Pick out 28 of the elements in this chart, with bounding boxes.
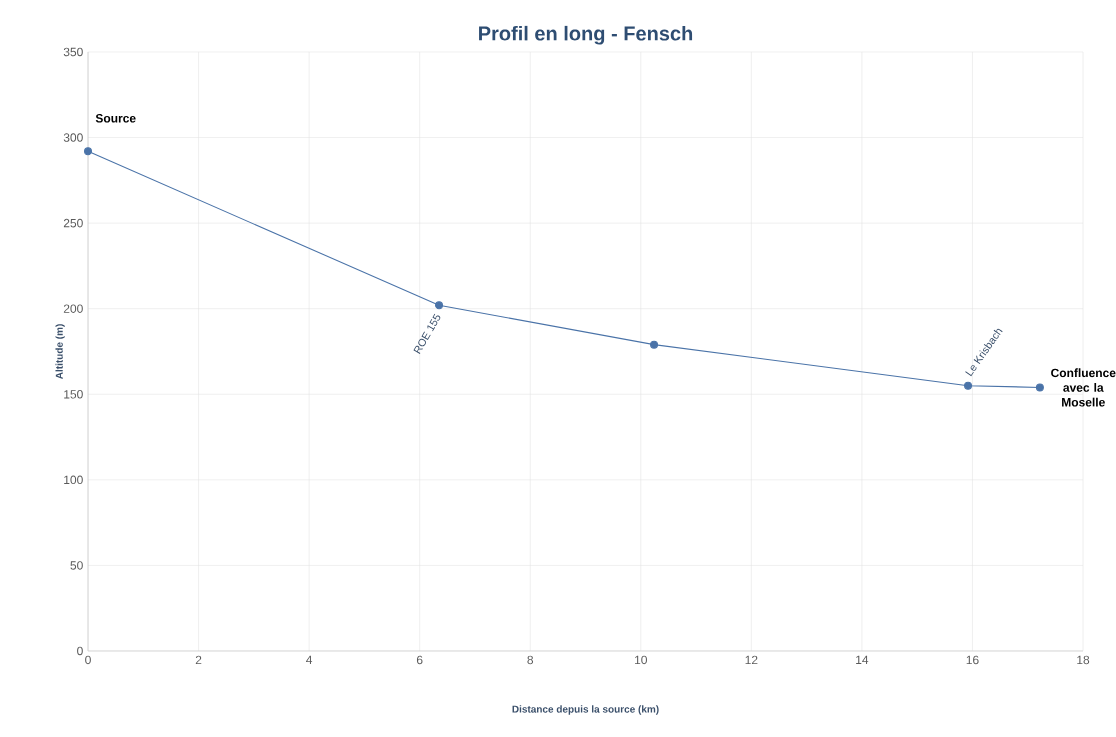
y-tick-label: 150 bbox=[64, 390, 83, 399]
point bbox=[650, 340, 659, 349]
x-tick-label: 0 bbox=[85, 655, 91, 665]
point bbox=[435, 301, 444, 310]
point bbox=[84, 147, 93, 156]
y-tick-label: 100 bbox=[64, 475, 83, 485]
x-tick-label: 14 bbox=[856, 655, 869, 664]
annotation: Confluence avec la Moselle bbox=[1051, 368, 1116, 407]
annotation: Source bbox=[95, 114, 136, 123]
x-tick-label: 16 bbox=[966, 655, 979, 665]
x-tick-label: 8 bbox=[527, 655, 534, 665]
x-tick-label: 10 bbox=[635, 655, 647, 665]
x-axis-title: Distance depuis la source (km) bbox=[512, 705, 659, 715]
y-tick-label: 250 bbox=[63, 218, 83, 228]
x-tick-label: 2 bbox=[195, 655, 202, 665]
point bbox=[1035, 383, 1044, 392]
y-tick-label: 50 bbox=[70, 561, 83, 570]
x-tick-label: 18 bbox=[1077, 655, 1090, 665]
y-tick-label: 300 bbox=[63, 133, 83, 142]
y-tick-label: 200 bbox=[63, 304, 83, 313]
y-tick-label: 350 bbox=[63, 47, 83, 57]
x-tick-label: 4 bbox=[306, 655, 313, 664]
point bbox=[964, 381, 973, 390]
y-axis-title: Altitude (m) bbox=[55, 324, 65, 380]
chart-title: Profil en long - Fensch bbox=[479, 25, 693, 45]
y-tick-label: 0 bbox=[77, 646, 83, 656]
x-tick-label: 6 bbox=[416, 655, 423, 665]
x-tick-label: 12 bbox=[745, 655, 758, 665]
